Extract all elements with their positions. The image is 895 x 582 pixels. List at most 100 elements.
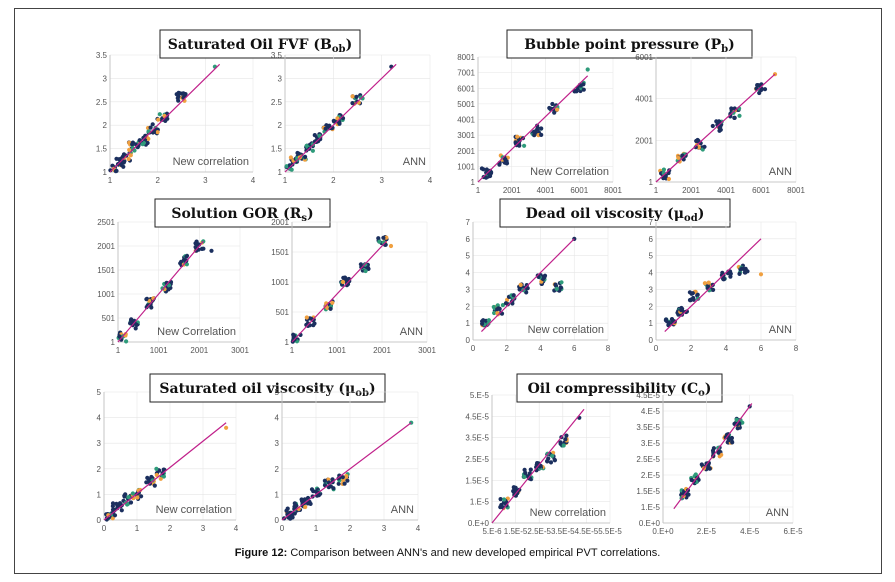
data-point bbox=[504, 161, 510, 166]
data-point bbox=[289, 167, 294, 172]
scatter-panel-11: 0.E+01.E-51.5E-52.5E-53.5E-54.5E-55.E-55… bbox=[465, 373, 723, 536]
x-tick-label: 6 bbox=[572, 344, 577, 353]
fit-line bbox=[281, 422, 412, 521]
data-point bbox=[714, 119, 719, 124]
data-point bbox=[117, 334, 122, 339]
x-tick-label: 8001 bbox=[604, 186, 622, 195]
y-tick-label: 2 bbox=[649, 302, 654, 311]
x-tick-label: 0 bbox=[654, 344, 659, 353]
y-tick-label: 3 bbox=[466, 285, 471, 294]
y-tick-label: 2 bbox=[278, 121, 283, 130]
data-point bbox=[666, 176, 672, 182]
scatter-panel-3: 1 1001 2001 3001 4001 5001 6001 7001 8001 1 2001 40… bbox=[457, 29, 753, 195]
data-point bbox=[151, 129, 156, 135]
data-point bbox=[148, 125, 153, 130]
data-point bbox=[340, 478, 346, 483]
y-tick-label: 0.E+0 bbox=[639, 519, 661, 528]
y-tick-label: 1 bbox=[649, 319, 654, 328]
panel-label: ANN bbox=[391, 504, 414, 516]
y-tick-label: 4001 bbox=[635, 95, 653, 104]
data-point bbox=[691, 295, 696, 301]
y-tick-label: 3.5E-5 bbox=[636, 423, 660, 432]
data-point bbox=[110, 516, 115, 521]
y-tick-label: 2 bbox=[103, 121, 108, 130]
data-point bbox=[581, 87, 586, 92]
x-tick-label: 3 bbox=[203, 176, 208, 185]
data-point bbox=[350, 101, 355, 106]
data-point bbox=[729, 106, 734, 111]
data-point bbox=[550, 101, 555, 107]
x-tick-label: 1001 bbox=[150, 346, 168, 355]
data-point bbox=[310, 148, 315, 153]
y-tick-label: 0 bbox=[97, 516, 102, 525]
data-point bbox=[130, 491, 135, 496]
data-point bbox=[518, 282, 523, 287]
data-point bbox=[381, 235, 386, 240]
data-point bbox=[331, 486, 336, 491]
data-point bbox=[130, 142, 135, 147]
data-point bbox=[176, 98, 181, 103]
data-point bbox=[550, 453, 555, 458]
x-tick-label: 3001 bbox=[418, 346, 436, 355]
panel-title-box bbox=[516, 373, 723, 403]
data-point bbox=[498, 497, 503, 502]
y-tick-label: 1001 bbox=[271, 278, 289, 287]
data-point bbox=[710, 448, 716, 453]
data-point bbox=[110, 501, 116, 506]
data-point bbox=[693, 472, 698, 477]
data-point bbox=[328, 306, 333, 311]
data-point bbox=[154, 466, 159, 471]
fit-line bbox=[673, 403, 753, 510]
data-point bbox=[110, 163, 115, 168]
data-point bbox=[132, 321, 137, 326]
data-point bbox=[732, 115, 737, 120]
data-point bbox=[676, 155, 681, 160]
y-tick-label: 2001 bbox=[635, 136, 653, 145]
panel-label: ANN bbox=[769, 166, 792, 178]
data-point bbox=[303, 154, 308, 159]
x-tick-label: 1.5E-5 bbox=[504, 527, 528, 536]
y-tick-label: 4.5E-5 bbox=[465, 412, 489, 421]
data-point bbox=[201, 246, 206, 251]
data-point bbox=[696, 145, 702, 150]
panel-title-box bbox=[149, 373, 386, 403]
data-point bbox=[304, 143, 309, 148]
x-tick-label: 2 bbox=[689, 344, 694, 353]
data-point bbox=[113, 169, 118, 174]
y-tick-label: 2.5 bbox=[271, 98, 283, 107]
y-tick-label: 7001 bbox=[457, 69, 475, 78]
data-point bbox=[174, 92, 179, 97]
data-point bbox=[491, 304, 496, 310]
y-tick-label: 2.5E-5 bbox=[636, 455, 660, 464]
y-tick-label: 2001 bbox=[271, 218, 289, 227]
data-point bbox=[155, 130, 160, 135]
data-point bbox=[502, 497, 507, 502]
y-tick-label: 501 bbox=[102, 314, 116, 323]
y-tick-label: 6001 bbox=[457, 84, 475, 93]
data-point bbox=[308, 501, 313, 506]
data-point bbox=[331, 118, 336, 123]
data-point bbox=[284, 164, 289, 169]
data-point bbox=[163, 118, 168, 123]
y-tick-label: 6 bbox=[649, 235, 654, 244]
panel-title: Oil compressibility (Co) bbox=[528, 381, 712, 399]
fit-line bbox=[291, 240, 387, 343]
y-tick-label: 1 bbox=[471, 178, 476, 187]
data-point bbox=[312, 321, 317, 326]
data-point bbox=[340, 475, 345, 480]
y-tick-label: 4 bbox=[97, 414, 102, 423]
x-tick-label: 1 bbox=[283, 176, 288, 185]
y-tick-label: 1 bbox=[111, 338, 116, 347]
data-point bbox=[288, 163, 293, 169]
y-tick-label: 6 bbox=[466, 235, 471, 244]
y-tick-label: 1001 bbox=[97, 290, 115, 299]
data-point bbox=[505, 297, 510, 302]
data-point bbox=[299, 497, 304, 502]
y-tick-label: 501 bbox=[276, 308, 290, 317]
data-point bbox=[126, 495, 131, 500]
x-tick-label: 1 bbox=[476, 186, 481, 195]
y-tick-label: 3.5 bbox=[96, 51, 108, 60]
y-tick-label: 4001 bbox=[457, 116, 475, 125]
